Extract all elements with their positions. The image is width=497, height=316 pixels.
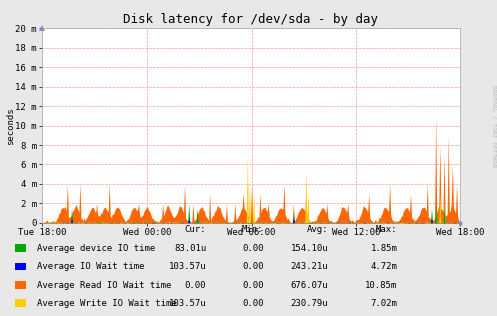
Text: 0.00: 0.00 (242, 299, 263, 308)
Text: Avg:: Avg: (307, 225, 328, 234)
Text: 7.02m: 7.02m (371, 299, 398, 308)
Text: 0.00: 0.00 (242, 244, 263, 253)
Text: 676.07u: 676.07u (290, 281, 328, 289)
Text: 230.79u: 230.79u (290, 299, 328, 308)
Text: 154.10u: 154.10u (290, 244, 328, 253)
Text: Cur:: Cur: (185, 225, 206, 234)
Text: Average Write IO Wait time: Average Write IO Wait time (37, 299, 177, 308)
Text: Average Read IO Wait time: Average Read IO Wait time (37, 281, 171, 289)
Text: Min:: Min: (242, 225, 263, 234)
Text: 243.21u: 243.21u (290, 262, 328, 271)
Text: Average device IO time: Average device IO time (37, 244, 156, 253)
Text: RRDTOOL / TOBI OETIKER: RRDTOOL / TOBI OETIKER (492, 85, 497, 168)
Text: seconds: seconds (6, 107, 15, 145)
Text: 0.00: 0.00 (242, 281, 263, 289)
Text: 103.57u: 103.57u (168, 299, 206, 308)
Text: 0.00: 0.00 (185, 281, 206, 289)
Title: Disk latency for /dev/sda - by day: Disk latency for /dev/sda - by day (123, 13, 379, 26)
Text: 4.72m: 4.72m (371, 262, 398, 271)
Text: 83.01u: 83.01u (174, 244, 206, 253)
Text: 10.85m: 10.85m (365, 281, 398, 289)
Text: Max:: Max: (376, 225, 398, 234)
Text: 103.57u: 103.57u (168, 262, 206, 271)
Text: Average IO Wait time: Average IO Wait time (37, 262, 145, 271)
Text: 0.00: 0.00 (242, 262, 263, 271)
Text: 1.85m: 1.85m (371, 244, 398, 253)
